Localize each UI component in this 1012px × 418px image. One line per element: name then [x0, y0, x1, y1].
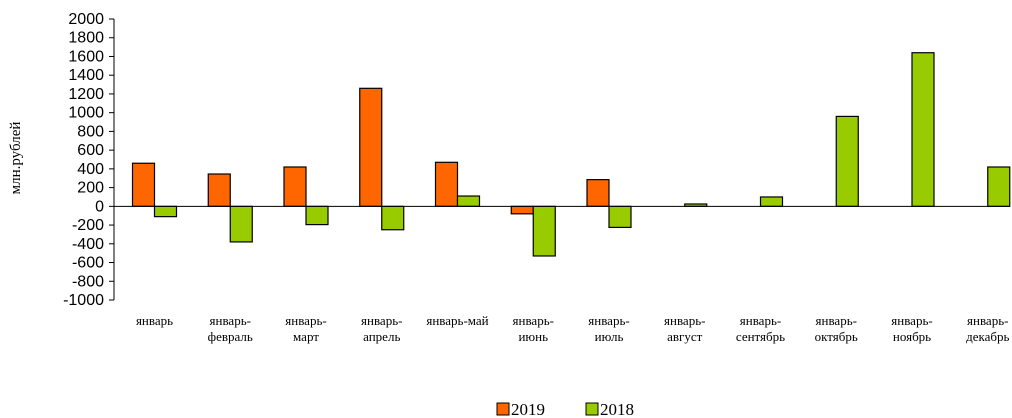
legend-swatch-2019 [496, 402, 510, 416]
x-tick-label: ноябрь [893, 329, 931, 344]
bar-2019-3 [359, 87, 383, 207]
bar-2018-5 [532, 205, 556, 257]
bar-2019-6 [586, 179, 610, 207]
x-tick-label: январь- [967, 313, 1008, 328]
bar-2019-4 [434, 161, 459, 207]
y-tick-label: 200 [77, 180, 104, 197]
x-tick-label: сентябрь [736, 329, 785, 344]
y-tick-label: 1400 [68, 67, 104, 84]
bar-2018-4 [456, 195, 481, 207]
y-axis-label: млн.рублей [8, 122, 24, 195]
bar-2018-6 [608, 205, 632, 229]
bar-2018-2 [305, 205, 329, 226]
bar-2018-11 [987, 166, 1011, 207]
y-tick-label: -800 [72, 273, 104, 290]
bar-2018-8 [759, 196, 784, 207]
x-tick-label: октябрь [815, 329, 858, 344]
y-tick-label: -1000 [63, 292, 104, 309]
x-tick-label: март [293, 329, 319, 344]
x-tick-label: декабрь [966, 329, 1009, 344]
y-tick-label: 400 [77, 161, 104, 178]
x-tick-label: январь- [740, 313, 781, 328]
bar-2019-2 [283, 166, 307, 207]
x-tick-label: январь-май [426, 313, 488, 328]
bar-2019-5 [510, 205, 534, 215]
x-tick-label: январь- [816, 313, 857, 328]
bar-2019-0 [131, 162, 156, 207]
x-tick-label: апрель [363, 329, 400, 344]
legend-label-2018: 2018 [600, 400, 634, 418]
legend-label-2019: 2019 [511, 400, 545, 418]
x-tick-label: январь- [664, 313, 705, 328]
bar-2019-1 [207, 173, 231, 207]
bar-2018-1 [229, 205, 253, 243]
x-tick-label: февраль [208, 329, 253, 344]
bar-2018-9 [835, 115, 859, 207]
x-tick-label: июль [595, 329, 624, 344]
y-tick-label: 1600 [68, 48, 104, 65]
x-tick-label: январь- [588, 313, 629, 328]
x-tick-label: август [667, 329, 703, 344]
bar-2018-10 [911, 52, 935, 207]
y-tick-label: 2000 [68, 11, 104, 28]
y-tick-label: 800 [77, 123, 104, 140]
legend: 2019 2018 [496, 400, 634, 418]
x-tick-label: январь- [210, 313, 251, 328]
x-tick-label: январь- [891, 313, 932, 328]
legend-swatch-2018 [585, 402, 599, 416]
y-tick-label: -200 [72, 217, 104, 234]
y-tick-label: 0 [95, 198, 104, 215]
y-tick-label: -600 [72, 255, 104, 272]
y-tick-label: 1800 [68, 30, 104, 47]
x-tick-label: январь [136, 313, 173, 328]
bar-2018-3 [381, 205, 405, 231]
x-tick-label: июнь [518, 329, 548, 344]
y-tick-label: 1200 [68, 86, 104, 103]
x-tick-label: январь- [285, 313, 326, 328]
y-tick-label: 1000 [68, 105, 104, 122]
y-tick-label: -400 [72, 236, 104, 253]
x-tick-label: январь- [361, 313, 402, 328]
bar-2018-0 [153, 205, 178, 218]
y-tick-label: 600 [77, 142, 104, 159]
x-tick-label: январь- [513, 313, 554, 328]
